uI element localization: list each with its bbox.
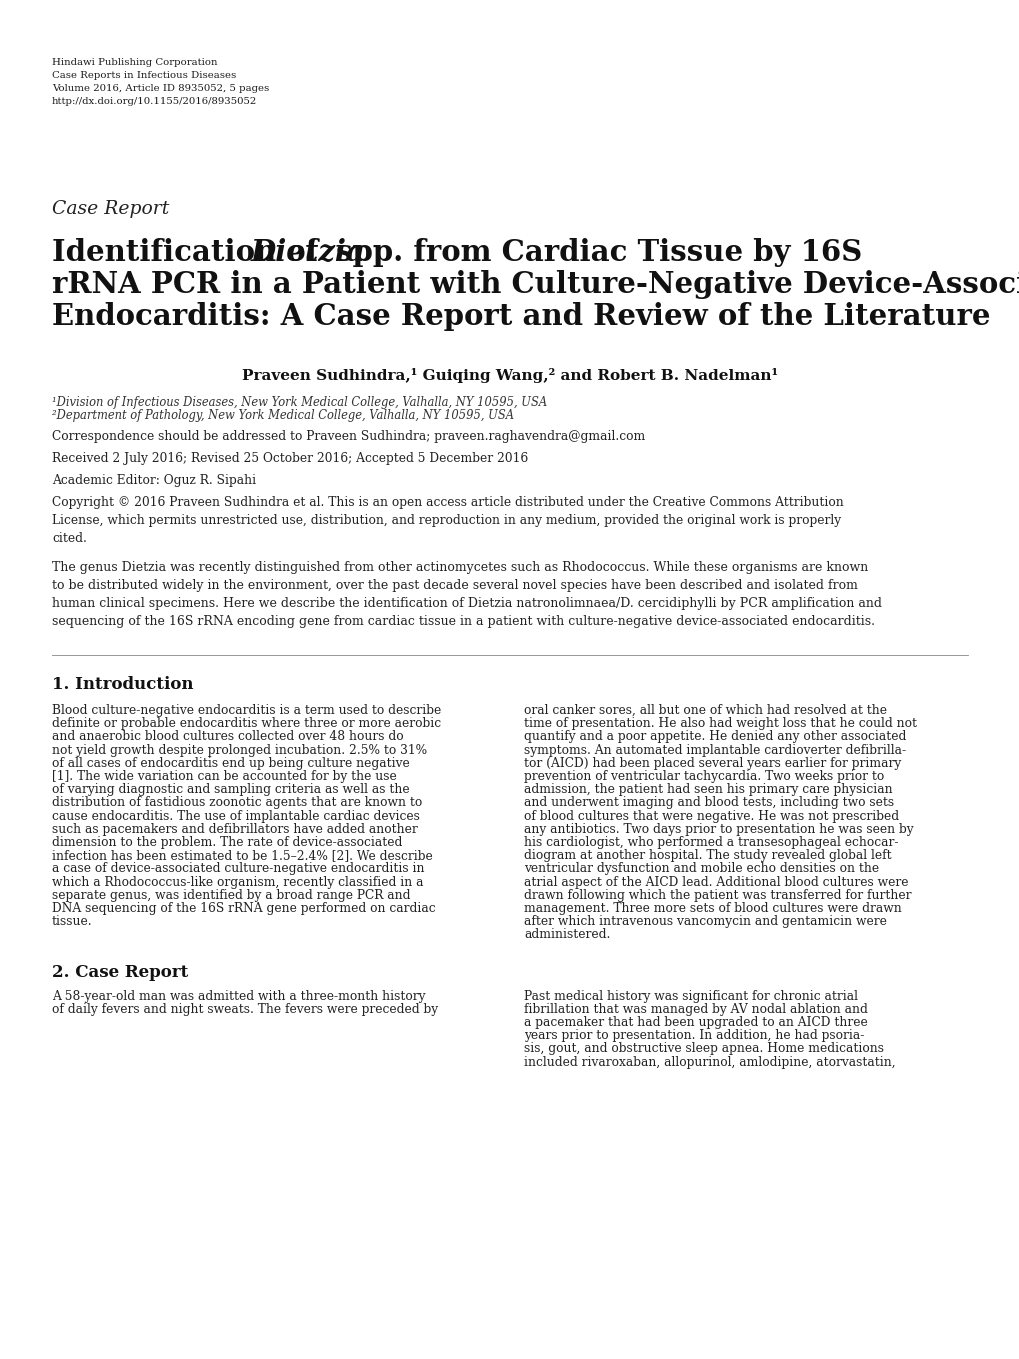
Text: Identification of: Identification of [52,238,328,266]
Text: symptoms. An automated implantable cardioverter defibrilla-: symptoms. An automated implantable cardi… [524,743,905,757]
Text: sis, gout, and obstructive sleep apnea. Home medications: sis, gout, and obstructive sleep apnea. … [524,1042,883,1056]
Text: Copyright © 2016 Praveen Sudhindra et al. This is an open access article distrib: Copyright © 2016 Praveen Sudhindra et al… [52,496,843,545]
Text: ²Department of Pathology, New York Medical College, Valhalla, NY 10595, USA: ²Department of Pathology, New York Medic… [52,409,514,423]
Text: and underwent imaging and blood tests, including two sets: and underwent imaging and blood tests, i… [524,796,894,810]
Text: distribution of fastidious zoonotic agents that are known to: distribution of fastidious zoonotic agen… [52,796,422,810]
Text: a pacemaker that had been upgraded to an AICD three: a pacemaker that had been upgraded to an… [524,1017,867,1029]
Text: management. Three more sets of blood cultures were drawn: management. Three more sets of blood cul… [524,902,901,915]
Text: A 58-year-old man was admitted with a three-month history: A 58-year-old man was admitted with a th… [52,989,425,1003]
Text: any antibiotics. Two days prior to presentation he was seen by: any antibiotics. Two days prior to prese… [524,822,913,836]
Text: 1. Introduction: 1. Introduction [52,675,194,693]
Text: of all cases of endocarditis end up being culture negative: of all cases of endocarditis end up bein… [52,757,410,769]
Text: infection has been estimated to be 1.5–2.4% [2]. We describe: infection has been estimated to be 1.5–2… [52,849,432,862]
Text: and anaerobic blood cultures collected over 48 hours do: and anaerobic blood cultures collected o… [52,730,404,743]
Text: not yield growth despite prolonged incubation. 2.5% to 31%: not yield growth despite prolonged incub… [52,743,427,757]
Text: time of presentation. He also had weight loss that he could not: time of presentation. He also had weight… [524,718,916,730]
Text: definite or probable endocarditis where three or more aerobic: definite or probable endocarditis where … [52,718,440,730]
Text: atrial aspect of the AICD lead. Additional blood cultures were: atrial aspect of the AICD lead. Addition… [524,875,908,889]
Text: separate genus, was identified by a broad range PCR and: separate genus, was identified by a broa… [52,889,410,902]
Text: ¹Division of Infectious Diseases, New York Medical College, Valhalla, NY 10595, : ¹Division of Infectious Diseases, New Yo… [52,395,546,409]
Text: administered.: administered. [524,928,609,942]
Text: fibrillation that was managed by AV nodal ablation and: fibrillation that was managed by AV noda… [524,1003,867,1015]
Text: 2. Case Report: 2. Case Report [52,964,189,981]
Text: Case Reports in Infectious Diseases: Case Reports in Infectious Diseases [52,71,236,80]
Text: http://dx.doi.org/10.1155/2016/8935052: http://dx.doi.org/10.1155/2016/8935052 [52,96,257,106]
Text: years prior to presentation. In addition, he had psoria-: years prior to presentation. In addition… [524,1029,863,1042]
Text: Academic Editor: Oguz R. Sipahi: Academic Editor: Oguz R. Sipahi [52,474,256,487]
Text: Received 2 July 2016; Revised 25 October 2016; Accepted 5 December 2016: Received 2 July 2016; Revised 25 October… [52,453,528,465]
Text: after which intravenous vancomycin and gentamicin were: after which intravenous vancomycin and g… [524,915,886,928]
Text: Blood culture-negative endocarditis is a term used to describe: Blood culture-negative endocarditis is a… [52,704,441,718]
Text: a case of device-associated culture-negative endocarditis in: a case of device-associated culture-nega… [52,863,424,875]
Text: such as pacemakers and defibrillators have added another: such as pacemakers and defibrillators ha… [52,822,418,836]
Text: Volume 2016, Article ID 8935052, 5 pages: Volume 2016, Article ID 8935052, 5 pages [52,84,269,92]
Text: ventricular dysfunction and mobile echo densities on the: ventricular dysfunction and mobile echo … [524,863,878,875]
Text: Correspondence should be addressed to Praveen Sudhindra; praveen.raghavendra@gma: Correspondence should be addressed to Pr… [52,429,645,443]
Text: rRNA PCR in a Patient with Culture-Negative Device-Associated: rRNA PCR in a Patient with Culture-Negat… [52,270,1019,299]
Text: cause endocarditis. The use of implantable cardiac devices: cause endocarditis. The use of implantab… [52,810,420,822]
Text: tissue.: tissue. [52,915,93,928]
Text: Endocarditis: A Case Report and Review of the Literature: Endocarditis: A Case Report and Review o… [52,302,989,332]
Text: of daily fevers and night sweats. The fevers were preceded by: of daily fevers and night sweats. The fe… [52,1003,438,1015]
Text: which a Rhodococcus-like organism, recently classified in a: which a Rhodococcus-like organism, recen… [52,875,423,889]
Text: tor (AICD) had been placed several years earlier for primary: tor (AICD) had been placed several years… [524,757,901,769]
Text: Hindawi Publishing Corporation: Hindawi Publishing Corporation [52,58,217,67]
Text: diogram at another hospital. The study revealed global left: diogram at another hospital. The study r… [524,849,891,862]
Text: The genus Dietzia was recently distinguished from other actinomycetes such as Rh: The genus Dietzia was recently distingui… [52,561,881,628]
Text: admission, the patient had seen his primary care physician: admission, the patient had seen his prim… [524,783,892,796]
Text: Praveen Sudhindra,¹ Guiqing Wang,² and Robert B. Nadelman¹: Praveen Sudhindra,¹ Guiqing Wang,² and R… [242,368,777,383]
Text: quantify and a poor appetite. He denied any other associated: quantify and a poor appetite. He denied … [524,730,906,743]
Text: included rivaroxaban, allopurinol, amlodipine, atorvastatin,: included rivaroxaban, allopurinol, amlod… [524,1056,895,1068]
Text: prevention of ventricular tachycardia. Two weeks prior to: prevention of ventricular tachycardia. T… [524,771,883,783]
Text: Past medical history was significant for chronic atrial: Past medical history was significant for… [524,989,857,1003]
Text: Dietzia: Dietzia [251,238,366,266]
Text: [1]. The wide variation can be accounted for by the use: [1]. The wide variation can be accounted… [52,771,396,783]
Text: his cardiologist, who performed a transesophageal echocar-: his cardiologist, who performed a transe… [524,836,898,849]
Text: of varying diagnostic and sampling criteria as well as the: of varying diagnostic and sampling crite… [52,783,410,796]
Text: drawn following which the patient was transferred for further: drawn following which the patient was tr… [524,889,911,902]
Text: DNA sequencing of the 16S rRNA gene performed on cardiac: DNA sequencing of the 16S rRNA gene perf… [52,902,435,915]
Text: oral canker sores, all but one of which had resolved at the: oral canker sores, all but one of which … [524,704,887,718]
Text: dimension to the problem. The rate of device-associated: dimension to the problem. The rate of de… [52,836,401,849]
Text: spp. from Cardiac Tissue by 16S: spp. from Cardiac Tissue by 16S [326,238,861,266]
Text: of blood cultures that were negative. He was not prescribed: of blood cultures that were negative. He… [524,810,898,822]
Text: Case Report: Case Report [52,200,169,217]
